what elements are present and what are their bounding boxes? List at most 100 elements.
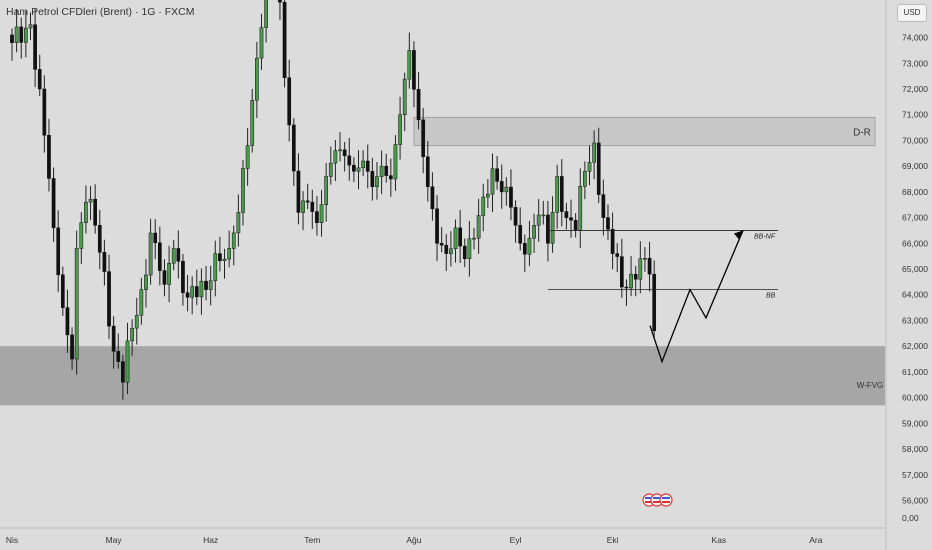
candle — [541, 214, 546, 217]
x-tick-label: Eyl — [510, 535, 522, 545]
candle — [60, 274, 65, 308]
candle — [218, 253, 222, 261]
projection-arrowhead — [734, 230, 743, 240]
zone-label: W-FVG — [857, 381, 884, 390]
candle — [199, 280, 204, 298]
candle — [222, 258, 227, 261]
candle — [259, 27, 264, 59]
x-tick-label: Kas — [712, 535, 727, 545]
x-tick-label: Haz — [203, 535, 218, 545]
candle — [324, 176, 329, 205]
zone-w-fvg — [0, 346, 885, 406]
y-tick-label: 61,000 — [902, 367, 928, 377]
candle — [287, 77, 292, 126]
y-tick-label: 63,000 — [902, 315, 928, 325]
candle — [509, 186, 513, 208]
candle — [333, 150, 338, 164]
event-flag-icon[interactable] — [659, 493, 673, 507]
candle — [601, 194, 606, 218]
currency-button[interactable]: USD — [897, 4, 927, 22]
candle — [481, 196, 486, 216]
candle — [328, 162, 333, 177]
candle — [139, 289, 144, 316]
y-bottom-label: 0,00 — [902, 513, 919, 523]
y-tick-label: 68,000 — [902, 187, 928, 197]
candle — [606, 217, 610, 230]
candle — [375, 176, 379, 187]
candle — [476, 215, 481, 239]
candle — [227, 248, 231, 260]
candle — [111, 325, 116, 352]
y-tick-label: 64,000 — [902, 290, 928, 300]
x-tick-label: May — [106, 535, 123, 545]
candle — [245, 145, 250, 169]
candle — [97, 225, 102, 253]
candle — [532, 225, 536, 239]
candle — [393, 144, 398, 180]
flag-stripe — [653, 497, 661, 499]
candle — [365, 160, 370, 172]
candle — [310, 201, 315, 212]
candle — [10, 34, 14, 43]
projection-path — [649, 230, 744, 364]
candle — [278, 0, 282, 3]
candle — [47, 135, 51, 179]
candle — [342, 149, 347, 157]
candle — [425, 156, 430, 187]
flag-stripe — [645, 497, 653, 499]
candle — [319, 204, 324, 223]
candle — [305, 200, 310, 203]
y-tick-label: 62,000 — [902, 341, 928, 351]
candle — [379, 165, 384, 177]
candle — [513, 207, 518, 226]
chart-title: Ham Petrol CFDleri (Brent) · 1G · FXCM — [6, 6, 195, 18]
y-tick-label: 58,000 — [902, 444, 928, 454]
candle — [388, 175, 393, 180]
flag-stripe — [645, 501, 653, 503]
candle — [241, 168, 245, 213]
candle — [458, 227, 462, 247]
zone-d-r — [413, 116, 876, 146]
candle — [472, 237, 476, 240]
candle — [194, 286, 199, 298]
candle — [624, 286, 629, 289]
candle — [546, 214, 550, 244]
x-tick-label: Ara — [809, 535, 823, 545]
y-tick-label: 60,000 — [902, 393, 928, 403]
candle — [573, 219, 578, 231]
candle — [486, 193, 490, 198]
candle — [236, 212, 241, 234]
candle — [398, 114, 402, 145]
candle — [130, 327, 134, 342]
candle — [527, 237, 532, 255]
candle — [536, 214, 541, 226]
candle — [564, 211, 569, 218]
candle — [467, 238, 472, 259]
candle — [42, 88, 47, 136]
candle — [301, 200, 305, 213]
candle — [84, 201, 88, 223]
candle — [185, 292, 190, 298]
candle — [430, 186, 435, 210]
candle — [444, 244, 449, 254]
candle — [148, 232, 153, 276]
candle — [619, 256, 624, 288]
candle — [88, 198, 93, 203]
candle — [250, 100, 255, 146]
candle — [596, 142, 601, 195]
candle — [338, 149, 342, 152]
candle — [504, 186, 509, 193]
candle — [402, 78, 407, 115]
y-tick-label: 67,000 — [902, 213, 928, 223]
candle — [587, 162, 592, 172]
candle — [592, 142, 596, 163]
candle — [56, 227, 61, 276]
zone-label: D-R — [853, 127, 871, 138]
candle — [167, 262, 171, 285]
candle — [610, 229, 615, 254]
candle — [74, 248, 79, 360]
candle — [495, 168, 499, 182]
candle — [28, 24, 33, 29]
candle — [296, 170, 301, 213]
